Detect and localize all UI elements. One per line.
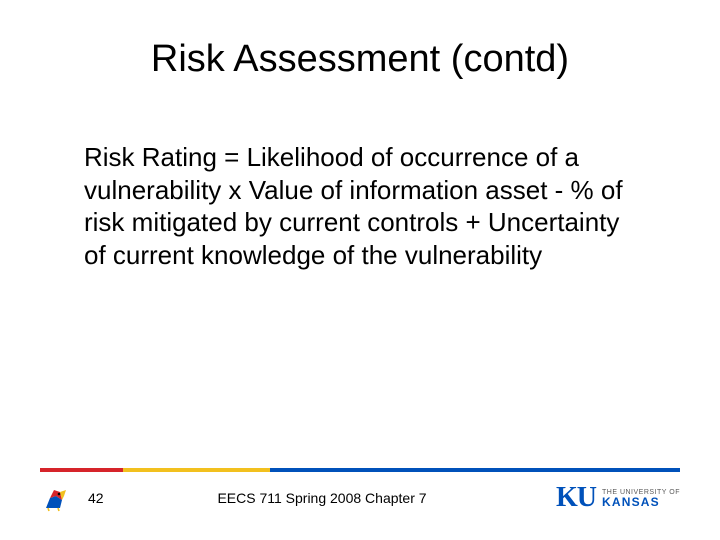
ku-wordmark: THE UNIVERSITY OF KANSAS: [602, 489, 680, 508]
divider-segment-blue: [270, 468, 680, 472]
footer-divider: [40, 468, 680, 472]
footer-row: 42 EECS 711 Spring 2008 Chapter 7 KU THE…: [40, 480, 680, 516]
divider-segment-red: [40, 468, 123, 472]
slide-body-text: Risk Rating = Likelihood of occurrence o…: [60, 141, 660, 271]
slide-title: Risk Assessment (contd): [60, 38, 660, 81]
course-label: EECS 711 Spring 2008 Chapter 7: [148, 490, 556, 506]
ku-mark: KU: [556, 484, 596, 512]
jayhawk-icon: [40, 484, 70, 512]
divider-segment-gold: [123, 468, 270, 472]
ku-logo: KU THE UNIVERSITY OF KANSAS: [556, 484, 680, 512]
slide: Risk Assessment (contd) Risk Rating = Li…: [0, 0, 720, 540]
slide-footer: 42 EECS 711 Spring 2008 Chapter 7 KU THE…: [0, 468, 720, 518]
ku-wordmark-bottom: KANSAS: [602, 496, 680, 508]
slide-number: 42: [88, 490, 148, 506]
